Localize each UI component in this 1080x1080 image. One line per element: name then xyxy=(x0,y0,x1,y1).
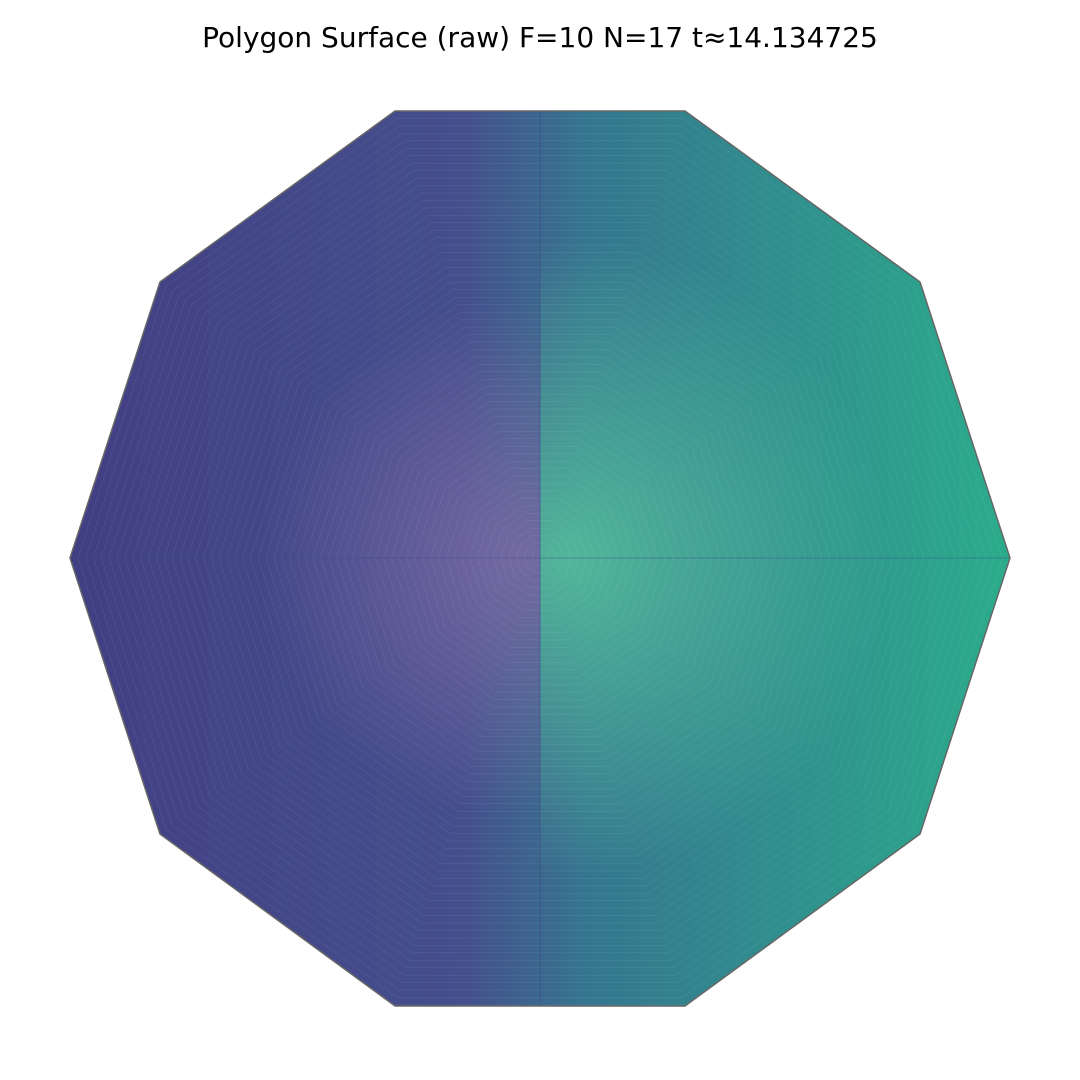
mesh-ring xyxy=(461,483,619,633)
mesh-ring xyxy=(234,267,846,849)
mesh-ring xyxy=(304,334,776,782)
mesh-ring xyxy=(171,207,909,909)
mesh-ring xyxy=(414,438,666,678)
mesh-ring xyxy=(242,274,838,842)
mesh-ring xyxy=(328,356,752,760)
mesh-ring xyxy=(155,192,925,924)
mesh-ring xyxy=(163,200,917,916)
mesh-ring xyxy=(343,371,737,745)
mesh-ring xyxy=(375,401,705,715)
mesh-ring xyxy=(85,125,995,991)
mesh-ring xyxy=(77,118,1003,998)
mesh-ring xyxy=(210,244,870,872)
mesh-ring xyxy=(257,289,823,827)
mesh-ring xyxy=(453,475,627,641)
mesh-ring xyxy=(281,311,799,805)
mesh-ring xyxy=(336,364,744,752)
mesh-ring xyxy=(249,282,831,834)
mesh-ring xyxy=(265,297,815,819)
mesh-ring xyxy=(108,148,972,968)
mesh-ring xyxy=(148,185,932,931)
mesh-ring xyxy=(469,490,611,626)
mesh-ring xyxy=(524,542,556,574)
mesh-ring xyxy=(140,177,940,939)
polygon-outline xyxy=(69,110,1011,1007)
mesh-ring xyxy=(383,408,697,708)
mesh-ring xyxy=(132,170,948,946)
mesh-ring xyxy=(484,505,596,611)
mesh-ring xyxy=(195,229,885,887)
mesh-ring xyxy=(390,416,690,700)
mesh-ring xyxy=(508,527,572,589)
mesh-ring xyxy=(477,498,603,618)
mesh-ring xyxy=(101,140,979,976)
mesh-ring xyxy=(226,259,854,857)
mesh-ring xyxy=(202,237,878,879)
mesh-ring xyxy=(422,446,658,670)
mesh-ring xyxy=(430,453,650,663)
mesh-ring xyxy=(124,162,956,954)
mesh-ring xyxy=(312,341,768,775)
mesh-ring xyxy=(516,535,564,581)
mesh-ring xyxy=(320,349,760,767)
mesh-ring xyxy=(367,393,713,723)
mesh-ring xyxy=(531,550,549,566)
mesh-ring xyxy=(406,431,674,685)
mesh-ring xyxy=(93,133,987,983)
mesh-ring xyxy=(359,386,721,730)
mesh-ring xyxy=(492,513,588,603)
mesh-ring xyxy=(289,319,791,797)
mesh-ring xyxy=(398,423,682,693)
mesh-ring xyxy=(351,378,729,738)
mesh-ring xyxy=(445,468,635,648)
mesh-ring xyxy=(187,222,893,894)
mesh-ring xyxy=(218,252,862,864)
figure-title: Polygon Surface (raw) F=10 N=17 t≈14.134… xyxy=(202,21,878,54)
mesh-ring xyxy=(273,304,807,812)
surface-mesh xyxy=(70,111,1010,1006)
mesh-ring xyxy=(437,460,643,656)
mesh-ring xyxy=(296,326,784,790)
mesh-ring xyxy=(500,520,580,596)
mesh-ring xyxy=(116,155,964,961)
mesh-ring xyxy=(179,215,901,901)
